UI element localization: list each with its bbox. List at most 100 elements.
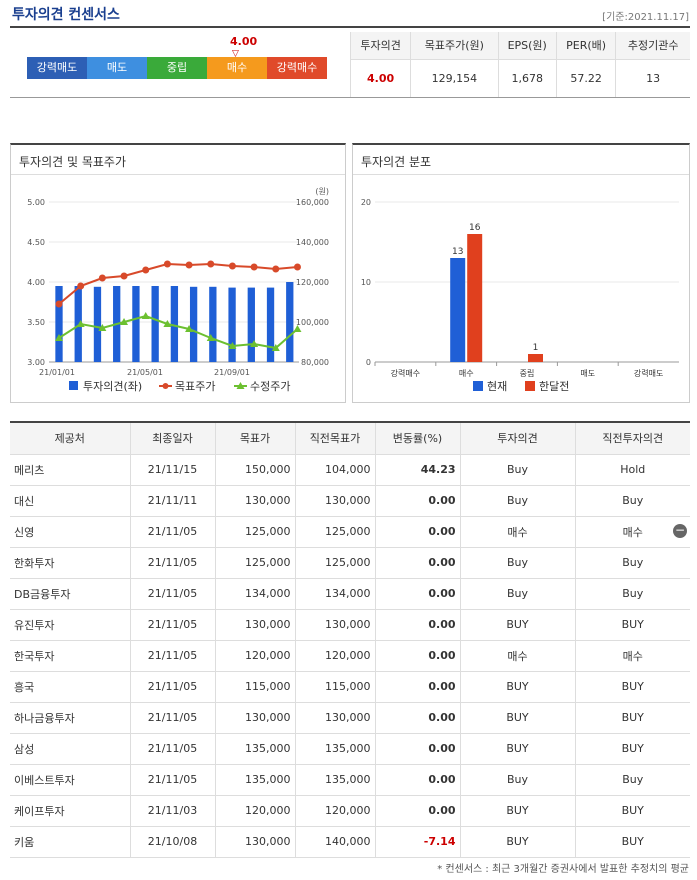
opinion-bar	[209, 286, 217, 362]
table-cell: 21/11/05	[147, 680, 198, 693]
legend-swatch	[162, 383, 169, 389]
y-right-tick: 160,000	[296, 198, 329, 207]
table-cell: 메리츠	[14, 463, 45, 477]
legend-label: 투자의견(좌)	[83, 380, 142, 393]
table-header: 투자의견	[459, 421, 576, 455]
table-cell: 신영	[14, 525, 35, 539]
table-cell: 0.00	[428, 618, 456, 631]
y-right-tick: 140,000	[296, 238, 329, 247]
target-price-point	[228, 262, 236, 270]
table-cell: 135,000	[325, 773, 371, 786]
target-price-point	[55, 300, 63, 308]
adjusted-price-point	[250, 340, 259, 347]
adjusted-price-point	[55, 334, 63, 341]
adjusted-price-point	[228, 342, 237, 349]
legend-swatch	[236, 382, 245, 389]
table-cell: 21/11/11	[147, 494, 198, 507]
table-cell: 0.00	[428, 494, 456, 507]
table-cell: 140,000	[325, 835, 371, 848]
month-ago-bar	[528, 354, 543, 362]
scale-item: 매도	[87, 57, 147, 79]
table-cell: Buy	[622, 773, 644, 786]
summary-value: 57.22	[555, 59, 616, 97]
opinion-bar	[286, 282, 294, 362]
table-cell: 21/11/05	[147, 649, 198, 662]
table-cell: 130,000	[325, 618, 371, 631]
y-right-tick: 120,000	[296, 278, 329, 287]
opinion-bar	[189, 286, 198, 362]
table-cell: 125,000	[245, 525, 291, 538]
table-row: 이베스트투자 21/11/05 135,000 135,000 0.00 Buy Buy	[10, 763, 690, 796]
y-left-tick: 3.50	[27, 318, 45, 327]
table-header: 제공처	[10, 421, 131, 455]
summary-value: 129,154	[410, 59, 498, 97]
table-row: 메리츠 21/11/15 150,000 104,000 44.23 Buy Hold	[10, 453, 690, 486]
opinion-target-chart: 5.00 4.50 4.00 3.50 3.00 160,000 140,000 120,00…	[27, 187, 329, 393]
category-label: 강력매수	[391, 368, 420, 378]
opinion-bar	[93, 286, 102, 362]
legend-swatch	[473, 381, 483, 391]
page-title: 투자의견 컨센서스	[12, 7, 120, 23]
table-row: 하나금융투자 21/11/05 130,000 130,000 0.00 BUY BUY	[10, 701, 690, 734]
summary-header: PER(배)	[555, 32, 616, 60]
table-cell: 매수	[507, 649, 528, 663]
table-header: 직전목표가	[294, 421, 376, 455]
category-label: 중립	[520, 369, 535, 378]
target-price-point	[98, 274, 106, 282]
table-cell: Hold	[620, 463, 646, 476]
summary-header: EPS(원)	[497, 32, 557, 60]
table-row: 대신 21/11/11 130,000 130,000 0.00 Buy Buy	[10, 484, 690, 517]
table-cell: 135,000	[245, 773, 291, 786]
category-label: 매수	[459, 369, 474, 378]
target-price-line	[58, 262, 298, 305]
legend-label: 수정주가	[250, 380, 290, 393]
opinion-bar	[55, 286, 63, 362]
table-cell: BUY	[621, 711, 644, 724]
table-cell: 130,000	[325, 494, 371, 507]
scale-item: 강력매수	[267, 57, 327, 79]
table-cell: Buy	[622, 587, 644, 600]
table-cell: 120,000	[325, 649, 371, 662]
table-cell: 0.00	[428, 556, 456, 569]
table-cell: 0.00	[428, 525, 456, 538]
consensus-scale: 강력매도 매도 중립 매수 강력매수	[27, 57, 327, 79]
table-cell: 하나금융투자	[14, 711, 75, 725]
table-cell: 삼성	[14, 742, 35, 756]
table-row: 한화투자 21/11/05 125,000 125,000 0.00 Buy Buy	[10, 546, 690, 579]
table-cell: 매수	[622, 525, 643, 539]
table-cell: 125,000	[325, 556, 371, 569]
table-cell: 44.23	[420, 463, 456, 476]
y-right-tick: 80,000	[301, 358, 329, 367]
table-cell: 키움	[14, 835, 35, 849]
summary-header: 목표주가(원)	[410, 32, 498, 60]
x-tick: 21/05/01	[127, 368, 163, 377]
table-cell: 135,000	[325, 742, 371, 755]
summary-value: 1,678	[497, 59, 557, 97]
table-cell: BUY	[506, 804, 529, 817]
table-cell: 0.00	[428, 742, 456, 755]
legend-label: 한달전	[539, 380, 569, 393]
table-cell: 150,000	[245, 463, 291, 476]
opinion-distribution-panel: 투자의견 분포 20 10 0 강력매수 매수 13 16 중립 1 매도 강력매도 현재 한달전	[352, 143, 690, 403]
table-row: 키움 21/10/08 130,000 140,000 -7.14 BUY BUY	[10, 825, 690, 858]
consensus-marker-value: 4.00	[230, 35, 258, 48]
table-cell: 125,000	[325, 525, 371, 538]
table-cell: 130,000	[245, 835, 291, 848]
table-cell: 0.00	[428, 773, 456, 786]
adjusted-price-point	[206, 334, 215, 341]
adjusted-price-point	[185, 325, 194, 332]
table-cell: 21/11/05	[147, 556, 198, 569]
summary-divider	[10, 97, 690, 98]
table-cell: 130,000	[245, 711, 291, 724]
table-cell: 매수	[622, 649, 643, 663]
table-cell: BUY	[506, 835, 529, 848]
target-price-point	[77, 282, 85, 290]
table-cell: 21/11/05	[147, 773, 198, 786]
table-cell: 120,000	[325, 804, 371, 817]
table-cell: 대신	[14, 494, 35, 508]
adjusted-price-point	[293, 325, 302, 332]
target-price-point	[142, 266, 150, 274]
table-row: 유진투자 21/11/05 130,000 130,000 0.00 BUY BUY	[10, 608, 690, 641]
target-price-point	[272, 265, 280, 273]
